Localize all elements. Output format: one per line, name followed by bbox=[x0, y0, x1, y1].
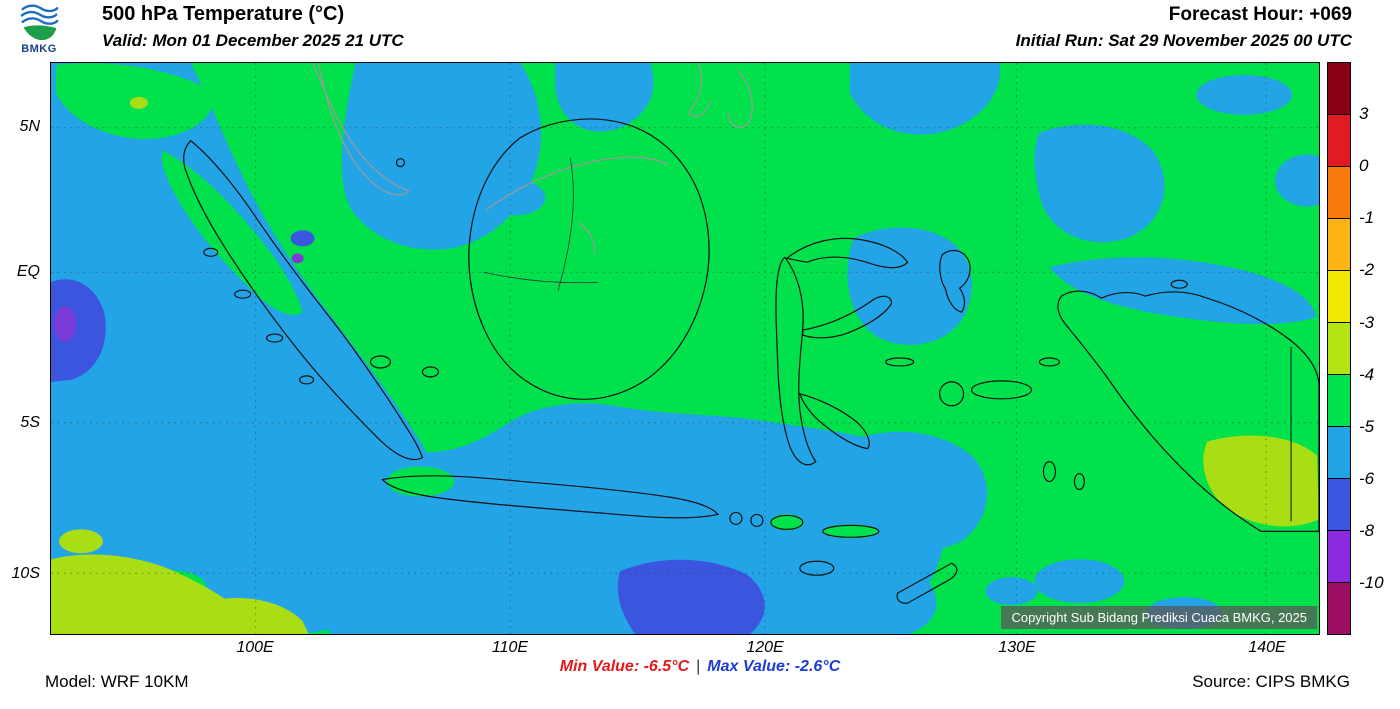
valid-time-label: Valid: Mon 01 December 2025 21 UTC bbox=[102, 31, 404, 50]
colorbar-segment bbox=[1328, 63, 1350, 115]
minmax-separator: | bbox=[696, 658, 701, 675]
colorbar-labels: 3 0 -1 -2 -3 -4 -5 -6 -8 -10 bbox=[1359, 62, 1400, 635]
map-darkblue-patches bbox=[51, 230, 765, 634]
colorbar-segment bbox=[1328, 271, 1350, 323]
min-value-label: Min Value: -6.5°C bbox=[559, 658, 690, 675]
minmax-values: Min Value: -6.5°C | Max Value: -2.6°C bbox=[560, 658, 841, 676]
colorbar-segment bbox=[1328, 479, 1350, 531]
lon-tick-140e: 140E bbox=[1248, 639, 1286, 656]
bmkg-logo: BMKG bbox=[10, 1, 68, 55]
lat-tick-5s: 5S bbox=[20, 414, 40, 431]
colorbar-segment bbox=[1328, 583, 1350, 634]
page-title: 500 hPa Temperature (°C) bbox=[102, 3, 345, 25]
bmkg-logo-icon bbox=[20, 4, 59, 41]
map-panel: Copyright Sub Bidang Prediksi Cuaca BMKG… bbox=[50, 62, 1320, 635]
map-blue-regions bbox=[51, 63, 1319, 634]
colorbar-segment bbox=[1328, 167, 1350, 219]
lon-tick-100e: 100E bbox=[236, 639, 274, 656]
lat-tick-10s: 10S bbox=[11, 565, 40, 582]
colorbar-tick: -1 bbox=[1359, 208, 1375, 227]
colorbar-segment bbox=[1328, 323, 1350, 375]
forecast-hour-label: Forecast Hour: +069 bbox=[1168, 4, 1352, 25]
run-info-block: Forecast Hour: +069 Initial Run: Sat 29 … bbox=[1016, 4, 1352, 51]
colorbar-tick: 3 bbox=[1359, 104, 1369, 123]
latitude-axis: 5N EQ 5S 10S bbox=[0, 62, 46, 635]
coastlines bbox=[183, 118, 1319, 604]
max-value-label: Max Value: -2.6°C bbox=[707, 658, 841, 675]
lat-tick-5n: 5N bbox=[19, 118, 40, 135]
map-gridlines bbox=[51, 63, 1319, 634]
initial-run-label: Initial Run: Sat 29 November 2025 00 UTC bbox=[1015, 31, 1352, 50]
colorbar-segment bbox=[1328, 115, 1350, 167]
bmkg-logo-label: BMKG bbox=[21, 43, 57, 55]
lon-tick-110e: 110E bbox=[491, 639, 529, 656]
source-label: Source: CIPS BMKG bbox=[1192, 672, 1350, 691]
foreign-coastlines bbox=[311, 63, 753, 255]
title-block: 500 hPa Temperature (°C) Valid: Mon 01 D… bbox=[102, 3, 404, 51]
map-yellowgreen-patches bbox=[51, 96, 1319, 634]
colorbar-segment bbox=[1328, 375, 1350, 427]
colorbar-tick: -4 bbox=[1359, 365, 1375, 384]
colorbar-tick: -6 bbox=[1359, 469, 1375, 488]
footer: Model: WRF 10KM Min Value: -6.5°C | Max Va… bbox=[0, 650, 1400, 709]
colorbar-segment bbox=[1328, 531, 1350, 583]
temperature-map bbox=[51, 63, 1319, 634]
lat-tick-eq: EQ bbox=[16, 263, 40, 280]
colorbar-segment bbox=[1328, 427, 1350, 479]
lon-tick-120e: 120E bbox=[746, 639, 784, 656]
colorbar-tick: 0 bbox=[1359, 156, 1369, 175]
longitude-axis: 100E 110E 120E 130E 140E bbox=[50, 639, 1320, 659]
colorbar-tick: -2 bbox=[1359, 260, 1375, 279]
colorbar-tick: -5 bbox=[1359, 417, 1375, 436]
header: BMKG 500 hPa Temperature (°C) Valid: Mon… bbox=[0, 0, 1400, 62]
colorbar-tick: -8 bbox=[1359, 521, 1375, 540]
model-label: Model: WRF 10KM bbox=[45, 672, 189, 691]
map-purple-patches bbox=[53, 253, 304, 343]
copyright-banner: Copyright Sub Bidang Prediksi Cuaca BMKG… bbox=[1001, 606, 1317, 629]
colorbar-tick: -3 bbox=[1359, 313, 1375, 332]
colorbar-tick: -10 bbox=[1359, 573, 1384, 592]
colorbar-segment bbox=[1328, 219, 1350, 271]
temperature-colorbar bbox=[1327, 62, 1351, 635]
lon-tick-130e: 130E bbox=[998, 639, 1036, 656]
